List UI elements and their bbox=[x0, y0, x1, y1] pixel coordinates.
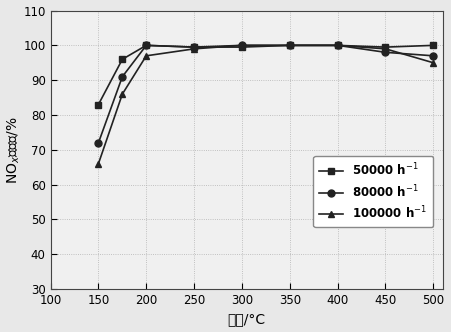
50000 h$^{-1}$ bbox=[120, 57, 125, 61]
80000 h$^{-1}$ bbox=[143, 43, 149, 47]
100000 h$^{-1}$ bbox=[431, 61, 436, 65]
Line: 80000 h$^{-1}$: 80000 h$^{-1}$ bbox=[95, 42, 437, 146]
Y-axis label: NO$_x$转化率/%: NO$_x$转化率/% bbox=[5, 116, 22, 184]
50000 h$^{-1}$ bbox=[383, 45, 388, 49]
80000 h$^{-1}$ bbox=[120, 75, 125, 79]
80000 h$^{-1}$ bbox=[335, 43, 341, 47]
50000 h$^{-1}$ bbox=[191, 45, 197, 49]
80000 h$^{-1}$ bbox=[96, 141, 101, 145]
100000 h$^{-1}$ bbox=[143, 54, 149, 58]
100000 h$^{-1}$ bbox=[335, 43, 341, 47]
100000 h$^{-1}$ bbox=[120, 92, 125, 96]
50000 h$^{-1}$ bbox=[287, 43, 293, 47]
Line: 100000 h$^{-1}$: 100000 h$^{-1}$ bbox=[95, 42, 437, 167]
80000 h$^{-1}$ bbox=[383, 50, 388, 54]
80000 h$^{-1}$ bbox=[431, 54, 436, 58]
80000 h$^{-1}$ bbox=[239, 43, 244, 47]
50000 h$^{-1}$ bbox=[431, 43, 436, 47]
Legend: 50000 h$^{-1}$, 80000 h$^{-1}$, 100000 h$^{-1}$: 50000 h$^{-1}$, 80000 h$^{-1}$, 100000 h… bbox=[313, 156, 433, 227]
100000 h$^{-1}$ bbox=[239, 43, 244, 47]
80000 h$^{-1}$ bbox=[191, 45, 197, 49]
X-axis label: 温度/°C: 温度/°C bbox=[228, 312, 266, 326]
100000 h$^{-1}$ bbox=[383, 47, 388, 51]
100000 h$^{-1}$ bbox=[96, 162, 101, 166]
50000 h$^{-1}$ bbox=[239, 45, 244, 49]
100000 h$^{-1}$ bbox=[191, 47, 197, 51]
Line: 50000 h$^{-1}$: 50000 h$^{-1}$ bbox=[95, 42, 437, 108]
80000 h$^{-1}$ bbox=[287, 43, 293, 47]
50000 h$^{-1}$ bbox=[143, 43, 149, 47]
50000 h$^{-1}$ bbox=[96, 103, 101, 107]
50000 h$^{-1}$ bbox=[335, 43, 341, 47]
100000 h$^{-1}$ bbox=[287, 43, 293, 47]
